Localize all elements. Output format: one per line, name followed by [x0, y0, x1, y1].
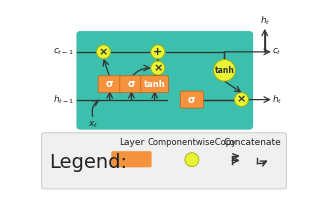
Circle shape [185, 153, 199, 166]
Circle shape [151, 61, 165, 75]
Text: σ: σ [188, 95, 196, 105]
Text: σ: σ [128, 79, 135, 89]
Text: ×: × [237, 95, 246, 105]
FancyBboxPatch shape [141, 76, 169, 93]
Circle shape [214, 59, 235, 81]
FancyBboxPatch shape [42, 133, 286, 189]
FancyBboxPatch shape [98, 76, 121, 93]
FancyBboxPatch shape [120, 76, 143, 93]
Text: tanh: tanh [144, 80, 165, 89]
Text: ×: × [99, 47, 108, 57]
Circle shape [151, 45, 165, 59]
Text: $h_t$: $h_t$ [260, 15, 270, 27]
Text: Legend:: Legend: [49, 153, 127, 172]
Circle shape [235, 93, 248, 107]
Text: $x_t$: $x_t$ [88, 120, 98, 130]
FancyBboxPatch shape [111, 151, 152, 167]
Text: $h_{t-1}$: $h_{t-1}$ [53, 93, 74, 106]
Text: +: + [153, 47, 163, 57]
Text: tanh: tanh [214, 66, 234, 75]
Text: σ: σ [106, 79, 114, 89]
FancyBboxPatch shape [180, 91, 204, 108]
Text: $c_t$: $c_t$ [273, 47, 282, 57]
Text: ComponentwiseCopy: ComponentwiseCopy [147, 138, 236, 147]
Text: Concatenate: Concatenate [223, 138, 281, 147]
Text: $h_t$: $h_t$ [273, 93, 283, 106]
Text: Layer: Layer [119, 138, 144, 147]
Text: ×: × [153, 63, 163, 73]
FancyBboxPatch shape [76, 31, 253, 130]
Circle shape [97, 45, 110, 59]
Text: $c_{t-1}$: $c_{t-1}$ [53, 47, 74, 57]
